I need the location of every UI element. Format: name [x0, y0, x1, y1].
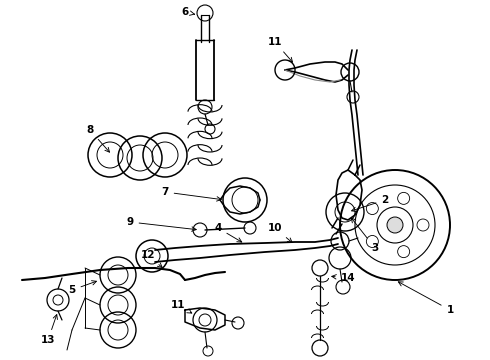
Text: 11: 11	[268, 37, 293, 62]
Text: 8: 8	[86, 125, 109, 152]
Text: 2: 2	[352, 195, 389, 212]
Text: 7: 7	[161, 187, 221, 201]
Text: 12: 12	[141, 250, 162, 267]
Text: 13: 13	[41, 315, 57, 345]
Text: 3: 3	[351, 218, 379, 253]
Circle shape	[387, 217, 403, 233]
Text: 1: 1	[398, 282, 454, 315]
Text: 10: 10	[268, 223, 292, 243]
Text: 4: 4	[214, 223, 242, 242]
Text: 11: 11	[171, 300, 192, 313]
Text: 5: 5	[69, 281, 97, 295]
Text: 9: 9	[126, 217, 196, 231]
Text: 14: 14	[332, 273, 355, 283]
Text: 6: 6	[181, 7, 195, 17]
